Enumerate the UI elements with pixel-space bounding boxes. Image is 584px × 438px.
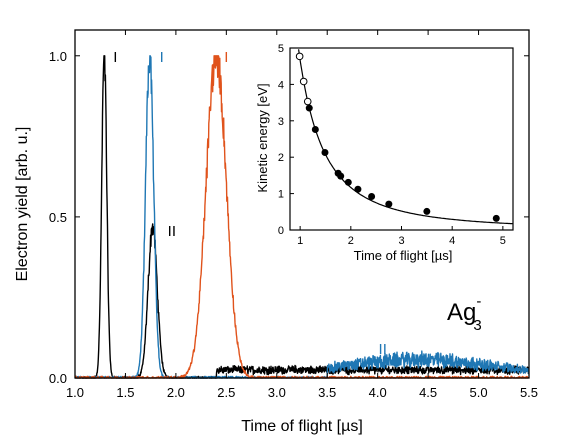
x-tick-label: 3.5 — [318, 385, 336, 400]
main-y-ticks: 0.0 0.5 1.0 — [49, 49, 529, 386]
inset-y-tick-label: 4 — [278, 79, 284, 91]
inset-open-point — [303, 97, 312, 106]
inset-filled-point — [423, 207, 431, 215]
main-y-axis-title: Electron yield [arb. u.] — [14, 127, 31, 282]
x-tick-label: 4.0 — [369, 385, 387, 400]
x-tick-label: 5.5 — [520, 385, 538, 400]
inset-y-tick-label: 1 — [278, 189, 284, 201]
main-plot-frame — [74, 29, 530, 379]
inset-fit-curve — [298, 49, 513, 225]
x-tick-label: 5.0 — [470, 385, 488, 400]
inset-open-point — [295, 52, 304, 61]
x-tick-label: 1.0 — [66, 385, 84, 400]
inset-fit-curve-group — [298, 49, 513, 225]
y-tick-label: 0.0 — [49, 371, 67, 386]
peak-annotation: II — [168, 223, 176, 240]
inset-open-point — [299, 77, 308, 86]
inset-filled-point — [305, 104, 313, 112]
series-line-0 — [74, 55, 530, 379]
inset-x-tick-label: 2 — [348, 235, 354, 247]
main-plot: 1.0 1.5 2.0 2.5 3.0 3.5 4.0 4.5 5.0 5.5 0.00.51.0… — [14, 29, 538, 435]
inset-x-tick-label: 5 — [500, 235, 506, 247]
inset-background — [290, 48, 513, 230]
inset-filled-point — [354, 185, 362, 193]
inset-x-axis-title: Time of flight [µs] — [354, 248, 453, 263]
species-subscript: 3 — [473, 317, 481, 334]
inset-plot: 1 2 3 4 5 0 1 2 3 4 5 Time of flight [µs] Kinetic… — [255, 43, 514, 263]
inset-y-tick-label: 3 — [278, 116, 284, 128]
peak-annotation: I — [224, 49, 228, 66]
inset-y-ticks: 0 1 2 3 4 5 — [278, 43, 294, 237]
inset-y-tick-label: 2 — [278, 152, 284, 164]
peak-annotation: I — [113, 49, 117, 66]
inset-points-group — [295, 52, 500, 222]
inset-filled-point — [344, 178, 352, 186]
y-tick-label: 1.0 — [49, 49, 67, 64]
inset-filled-point — [321, 148, 329, 156]
inset-filled-point — [385, 200, 393, 208]
inset-x-ticks: 1 2 3 4 5 — [297, 226, 506, 247]
x-tick-label: 2.5 — [217, 385, 235, 400]
x-tick-label: 2.0 — [167, 385, 185, 400]
inset-x-tick-label: 1 — [297, 235, 303, 247]
x-tick-label: 3.0 — [268, 385, 286, 400]
inset-y-tick-label: 0 — [278, 225, 284, 237]
inset-x-tick-label: 3 — [398, 235, 404, 247]
inset-y-axis-title: Kinetic energy [eV] — [255, 83, 270, 192]
inset-filled-point — [337, 172, 345, 180]
x-tick-label: 1.5 — [116, 385, 134, 400]
inset-filled-point — [368, 193, 376, 201]
species-label: Ag- 3 — [447, 293, 482, 334]
species-superscript: - — [476, 293, 481, 310]
main-x-axis-title: Time of flight [µs] — [241, 418, 363, 435]
main-x-ticks: 1.0 1.5 2.0 2.5 3.0 3.5 4.0 4.5 5.0 5.5 — [66, 30, 538, 400]
inset-filled-point — [311, 126, 319, 134]
inset-y-tick-label: 5 — [278, 43, 284, 55]
peak-annotation: II — [379, 341, 387, 358]
inset-filled-point — [492, 214, 500, 222]
inset-x-tick-label: 4 — [449, 235, 455, 247]
y-tick-label: 0.5 — [49, 210, 67, 225]
x-tick-label: 4.5 — [419, 385, 437, 400]
peak-annotation: I — [160, 49, 164, 66]
species-base: Ag — [447, 299, 476, 326]
